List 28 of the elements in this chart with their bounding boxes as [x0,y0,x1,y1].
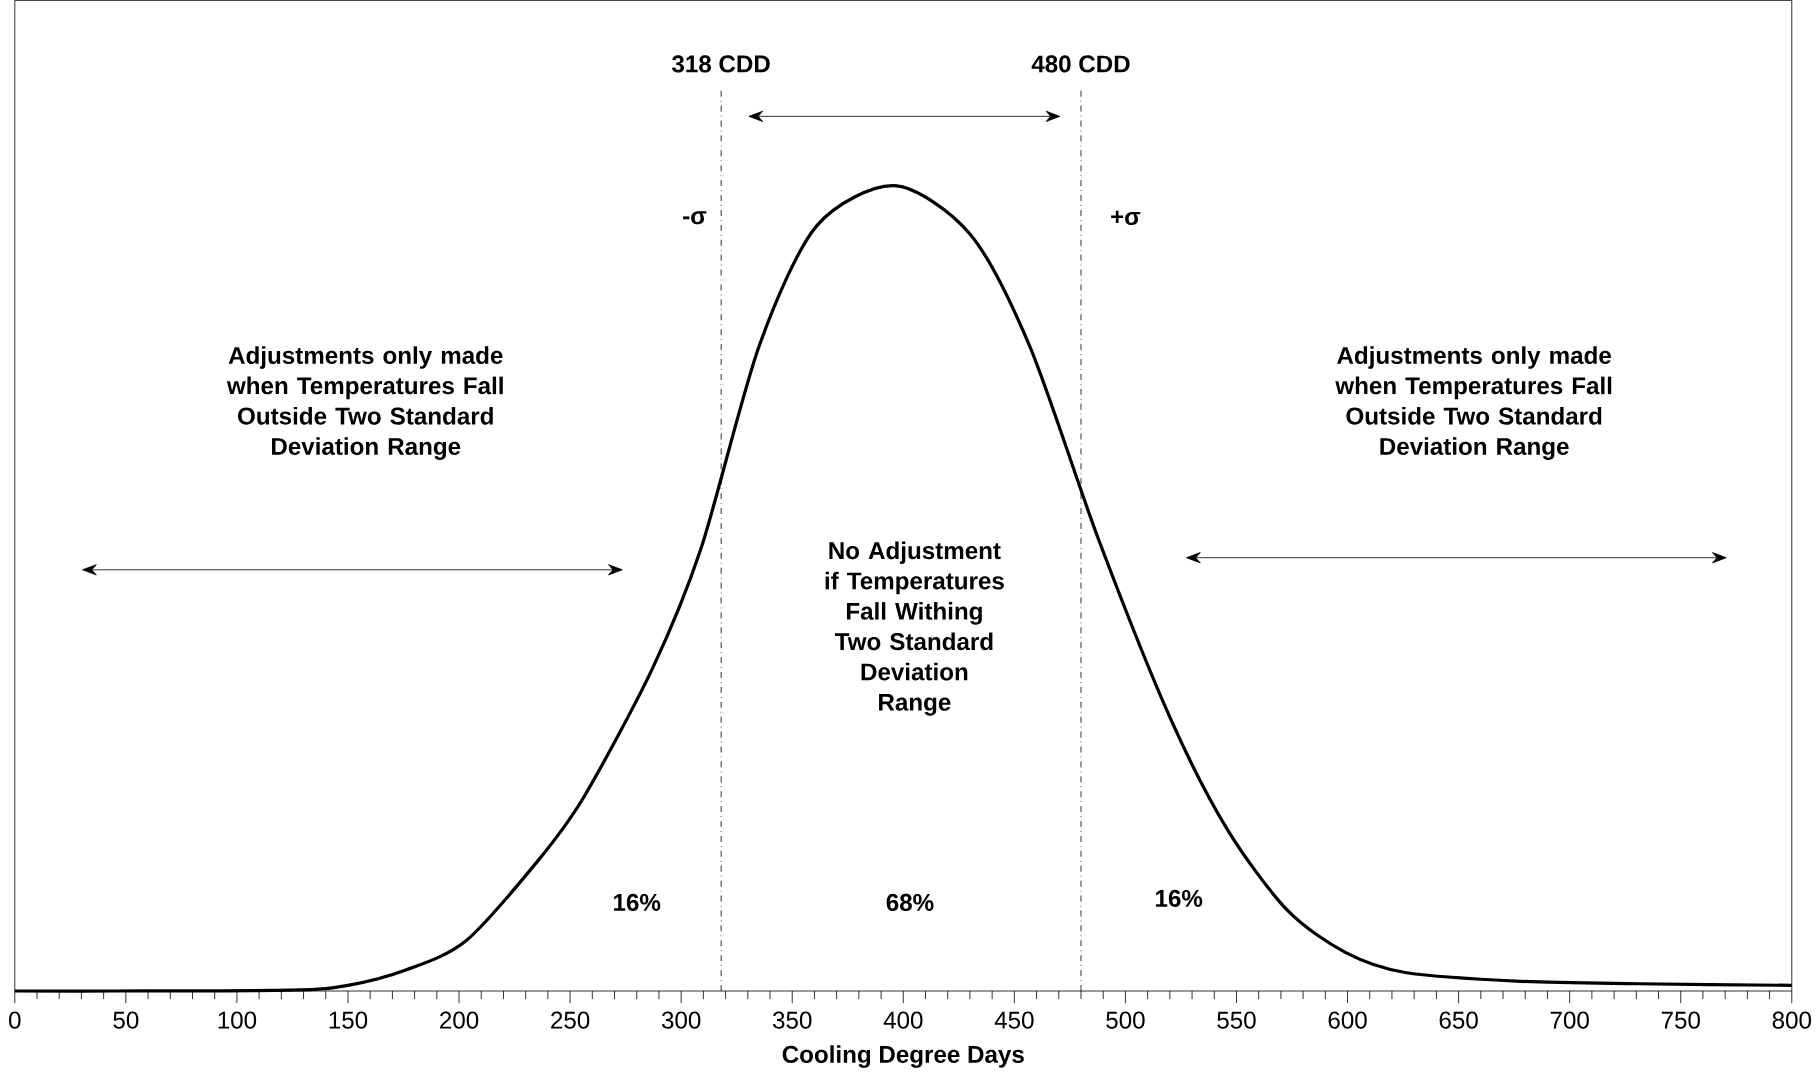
x-axis-title: Cooling Degree Days [782,1045,1024,1068]
x-tick-label: 450 [994,1011,1034,1029]
annotation: No Adjustment if Temperatures Fall Withing Two Standard Deviation Range [825,541,1004,716]
x-tick-label: 400 [883,1011,923,1029]
x-tick-label: 600 [1328,1011,1367,1029]
x-tick-label: 500 [1106,1011,1145,1029]
x-tick-label: 250 [551,1011,590,1029]
x-tick-label: 100 [218,1011,257,1029]
annotation: +σ [1111,210,1141,226]
x-tick-label: 700 [1550,1011,1589,1029]
x-tick-label: 650 [1439,1011,1478,1029]
x-tick-label: 750 [1661,1011,1700,1029]
annotation: 68% [886,893,934,911]
x-tick-label: 50 [113,1011,139,1029]
x-tick-label: 200 [440,1011,479,1029]
ref-line-label: 318 CDD [672,55,770,73]
x-tick-label: 550 [1217,1011,1256,1029]
annotation: Adjustments only made when Temperatures Fall Outside Two Standard Deviation Range [226,346,503,460]
x-tick-label: 350 [772,1011,812,1029]
annotation: -σ [683,211,707,225]
x-tick-label: 300 [661,1011,701,1029]
annotation: 16% [614,893,661,911]
annotation: 16% [1156,889,1203,907]
ref-line-label: 480 CDD [1031,55,1130,73]
x-tick-label: 800 [1772,1011,1812,1029]
annotation: Adjustments only made when Temperatures Fall Outside Two Standard Deviation Range [1335,346,1612,460]
x-tick-label: 150 [329,1011,368,1029]
x-tick-label: 0 [9,1011,21,1029]
